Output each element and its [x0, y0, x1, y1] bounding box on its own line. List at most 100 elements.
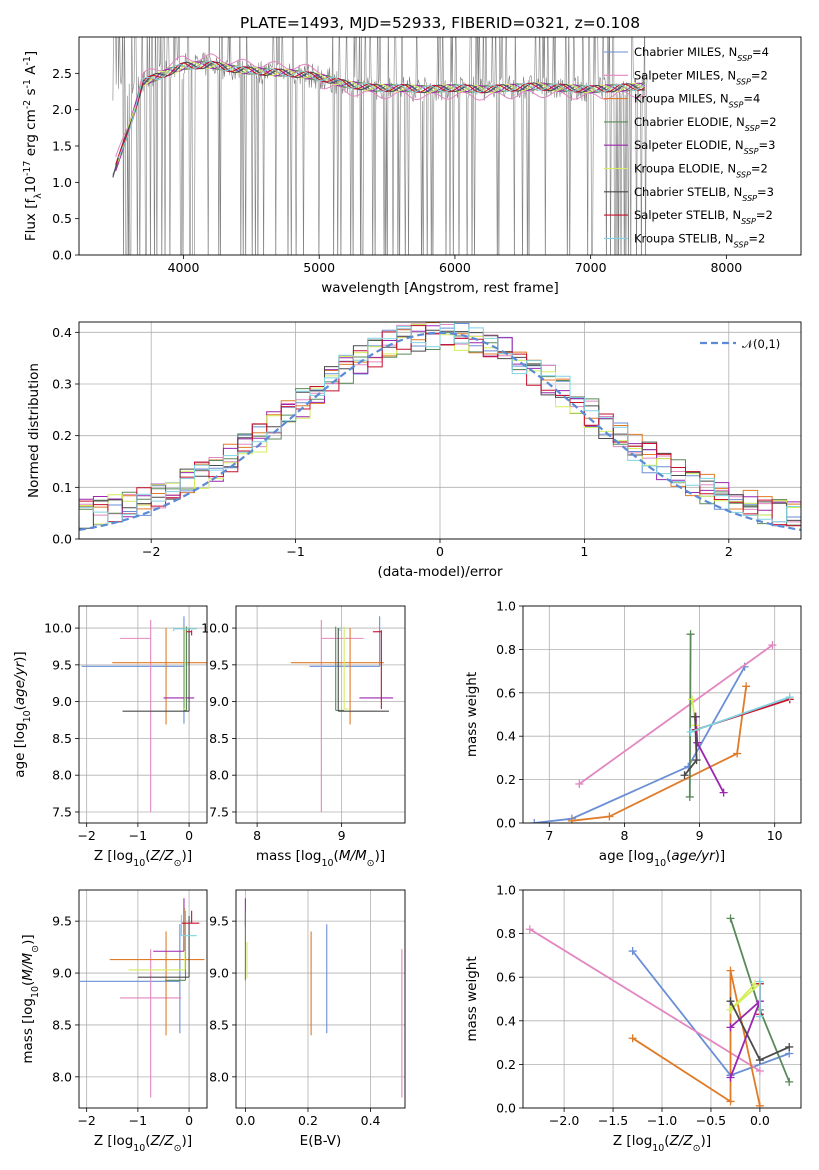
- legend-entry: Chabrier MILES, NSSP=4: [634, 45, 769, 63]
- y-tick-label: 0.0: [496, 1101, 516, 1116]
- plot-area: [81, 616, 207, 812]
- axes-frame: [78, 605, 208, 824]
- weight-series-line: [690, 696, 790, 733]
- weight-marker: [685, 792, 694, 801]
- x-tick-label: 10: [767, 828, 783, 843]
- panel-age-vs-Z: −2 −1 0 7.5 8.0 8.5 9.0 9.5 10.0 Z [log10(Z/Z⊙)] a…: [12, 605, 208, 869]
- y-tick-label: 0.0: [52, 532, 72, 547]
- weight-marker: [686, 727, 695, 736]
- axes-frame: [235, 605, 406, 824]
- y-tick-label: 9.0: [209, 694, 229, 709]
- x-tick-label: 7: [545, 828, 553, 843]
- errorbar-point: [137, 915, 190, 978]
- x-tick-label: −2: [77, 1113, 95, 1128]
- weight-marker: [755, 1056, 764, 1065]
- errorbar-point: [372, 630, 382, 709]
- y-tick-label: 9.0: [209, 966, 229, 981]
- y-tick-label: 7.5: [52, 804, 72, 819]
- chart-title: PLATE=1493, MJD=52933, FIBERID=0321, z=0…: [240, 14, 640, 32]
- panel-spectrum: 4000 5000 6000 7000 8000 0.0 0.5 1.0 1.5 2.0 2.5 wa…: [22, 14, 802, 296]
- y-axis-label: age [log10(age/yr)]: [12, 651, 33, 777]
- weight-marker: [719, 788, 728, 797]
- weight-marker: [726, 997, 735, 1006]
- y-tick-label: 10.0: [201, 621, 229, 636]
- weight-marker: [686, 630, 695, 639]
- weight-series-line: [688, 634, 692, 798]
- y-tick-label: 8.0: [209, 768, 229, 783]
- x-axis-label: wavelength [Angstrom, rest frame]: [321, 280, 559, 296]
- plot-area: [79, 322, 801, 531]
- x-tick-label: −2.0: [549, 1113, 579, 1128]
- y-tick-label: 0.4: [496, 1013, 516, 1028]
- errorbar-point: [173, 627, 197, 632]
- y-tick-label: 8.5: [52, 731, 72, 746]
- weight-series-line: [578, 644, 773, 785]
- axes-frame: [235, 889, 406, 1109]
- x-tick-label: 9: [338, 828, 346, 843]
- x-tick-label: 9: [696, 828, 704, 843]
- weight-marker: [692, 756, 701, 765]
- errorbar-point: [343, 626, 349, 710]
- weight-marker: [785, 693, 794, 702]
- panel-age-vs-mass: 8 9 7.5 8.0 8.5 9.0 9.5 10.0 mass [log10(M/M⊙)]: [201, 605, 406, 869]
- legend-entry: Salpeter STELIB, NSSP=2: [634, 208, 773, 226]
- x-tick-label: −2: [142, 544, 160, 559]
- y-tick-label: 9.0: [52, 966, 72, 981]
- weight-series-line: [571, 686, 748, 822]
- errorbar-point: [80, 924, 181, 1034]
- x-axis-label: Z [log10(Z/Z⊙)]: [94, 848, 192, 869]
- x-tick-label: −1.0: [647, 1113, 677, 1128]
- errorbar-point: [112, 628, 207, 725]
- x-tick-label: −1.5: [598, 1113, 628, 1128]
- x-tick-label: 6000: [439, 260, 471, 275]
- weight-marker: [726, 1005, 735, 1014]
- legend-entry: Chabrier ELODIE, NSSP=2: [634, 115, 777, 132]
- model-line: [115, 53, 646, 158]
- y-tick-label: 0.2: [496, 1057, 516, 1072]
- panel-mass-vs-Z: −2 −1 0 8.0 8.5 9.0 9.5 Z [log10(Z/Z⊙)] mass [lo…: [20, 889, 208, 1154]
- legend-entry: Salpeter ELODIE, NSSP=3: [634, 138, 775, 156]
- weight-marker: [768, 641, 777, 650]
- weight-marker: [575, 779, 584, 788]
- weight-marker: [605, 812, 614, 821]
- weight-marker: [785, 1077, 794, 1086]
- x-tick-label: 8: [253, 828, 261, 843]
- model-line: [117, 60, 646, 160]
- weight-marker: [742, 682, 751, 691]
- x-axis-label: age [log10(age/yr)]: [599, 848, 725, 869]
- y-tick-label: 2.0: [52, 102, 72, 117]
- y-axis-label: mass [log10(M/M⊙)]: [20, 934, 41, 1063]
- weight-marker: [726, 1073, 735, 1082]
- errorbar-point: [119, 949, 182, 1098]
- weight-series-line: [529, 928, 761, 1072]
- x-tick-label: −2: [77, 828, 95, 843]
- histogram-series: [79, 322, 801, 530]
- y-tick-label: 8.0: [52, 768, 72, 783]
- legend-entry: Kroupa STELIB, NSSP=2: [634, 231, 765, 249]
- weight-marker: [755, 977, 764, 986]
- y-tick-label: 8.5: [52, 1017, 72, 1032]
- y-axis-label: mass weight: [464, 672, 480, 757]
- weight-series-line: [632, 970, 761, 1106]
- legend: Chabrier MILES, NSSP=4 Salpeter MILES, NS…: [604, 45, 777, 249]
- weight-marker: [755, 1012, 764, 1021]
- weight-marker: [726, 1023, 735, 1032]
- errorbar-point: [182, 626, 186, 710]
- errorbar-point: [122, 628, 190, 712]
- weight-marker: [755, 1101, 764, 1108]
- errorbar-point: [290, 628, 384, 725]
- y-tick-label: 0.2: [52, 428, 72, 443]
- legend-entry: Salpeter MILES, NSSP=2: [634, 68, 768, 86]
- legend-entry: Kroupa ELODIE, NSSP=2: [634, 162, 768, 180]
- y-tick-label: 0.1: [52, 480, 72, 495]
- errorbar-point: [181, 910, 200, 924]
- errorbar-point: [119, 619, 152, 812]
- y-tick-label: 0.6: [496, 685, 516, 700]
- errorbar-point: [186, 630, 193, 636]
- weight-marker: [755, 1066, 764, 1075]
- x-tick-label: 2: [725, 544, 733, 559]
- errorbar-point: [335, 626, 345, 712]
- y-tick-label: 7.5: [209, 804, 229, 819]
- errorbar-point: [337, 628, 389, 712]
